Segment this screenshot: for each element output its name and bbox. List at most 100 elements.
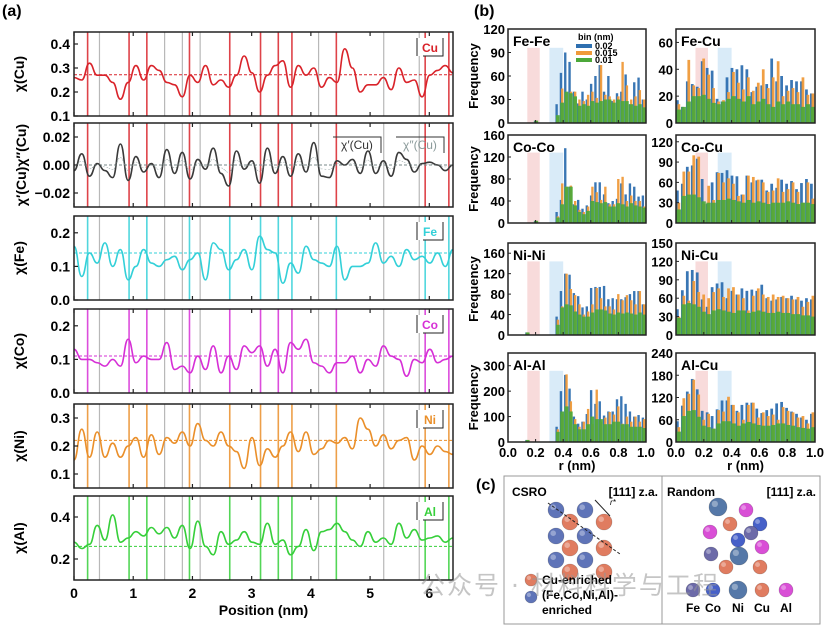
bar-0.01 [568, 186, 573, 223]
x-tick-label: 0.2 [527, 445, 545, 460]
bar-0.015 [599, 65, 603, 123]
bar-0.01 [594, 419, 599, 442]
y-tick-label: 0.2 [51, 438, 71, 454]
bar-0.01 [810, 316, 815, 335]
plot-frame [675, 242, 816, 336]
bar-0.01 [810, 106, 815, 123]
x-tick-label: 5 [366, 585, 374, 601]
legend-bg [417, 222, 443, 240]
bar-0.01 [785, 101, 791, 123]
y-tick-label: 0.1 [51, 108, 71, 124]
bar-0.01 [775, 202, 781, 223]
bar-0.01 [564, 304, 569, 335]
bar-0.01 [534, 120, 539, 123]
bar-0.01 [810, 204, 815, 223]
bar-0.01 [731, 96, 736, 123]
data-curve [73, 514, 454, 556]
bar-0.01 [726, 198, 731, 223]
subplot-co: 0.0 0.1 0.2 χ(Co) Co [11, 308, 454, 401]
y-tick-label: 160 [483, 246, 505, 261]
bar-0.01 [577, 212, 582, 223]
bar-0.01 [555, 324, 560, 335]
bar-0.02 [805, 179, 808, 223]
y-tick-label: 120 [651, 135, 673, 150]
bar-0.02 [735, 69, 739, 123]
bar-0.01 [770, 312, 776, 335]
x-tick-label: 6 [425, 585, 433, 601]
plot-frame [675, 134, 816, 224]
bar-0.01 [701, 425, 706, 442]
bar-0.02 [633, 291, 636, 335]
bar-0.01 [775, 423, 781, 442]
panel-a: 0.10.20.30.4χ(Cu)Cu−0.020.000.02χ′(Cu)χ″… [11, 31, 454, 618]
panel-label-b: (b) [474, 3, 494, 20]
atom-highlight [550, 530, 556, 536]
bar-0.01 [785, 312, 791, 335]
atom-highlight [757, 542, 762, 547]
bar-0.01 [573, 96, 577, 123]
bar-0.01 [780, 202, 786, 223]
bar-0.01 [716, 309, 721, 335]
atom-body [752, 559, 768, 575]
bar-0.01 [721, 101, 726, 123]
x-tick-label: 0.0 [667, 445, 685, 460]
csro-title: CSRO [512, 485, 547, 499]
bar-0.01 [620, 313, 625, 335]
bar-0.01 [805, 104, 811, 123]
bar-0.02 [559, 72, 563, 123]
bar-0.01 [800, 106, 806, 123]
bar-0.01 [741, 202, 746, 223]
bar-0.01 [555, 431, 560, 442]
bar-0.01 [607, 424, 612, 442]
bar-0.01 [696, 416, 701, 442]
bar-0.01 [800, 427, 806, 442]
bar-0.01 [586, 210, 590, 223]
bar-0.01 [586, 316, 590, 335]
legend-entry: Fe [423, 225, 437, 239]
legend-entry: Co [422, 318, 438, 332]
bar-0.01 [681, 416, 686, 442]
atom-body [729, 546, 749, 566]
y-tick-label: 0.2 [51, 225, 71, 241]
atom [561, 513, 579, 531]
bar-0.01 [750, 311, 756, 335]
bar-0.01 [676, 109, 681, 123]
x-axis-label: r (nm) [559, 458, 596, 473]
bar-0.02 [780, 76, 783, 123]
x-tick-label: 0.0 [499, 445, 517, 460]
atom-body [743, 525, 759, 541]
bar-0.015 [692, 155, 696, 223]
y-tick-label: 150 [651, 236, 673, 251]
bar-0.01 [770, 202, 776, 223]
bar-0.01 [607, 313, 612, 335]
plot-frame [675, 28, 816, 124]
bar-0.02 [564, 273, 567, 335]
bar-0.01 [564, 186, 569, 223]
bar-0.01 [581, 429, 586, 442]
y-tick-label: −0.02 [35, 185, 71, 201]
bar-0.01 [633, 105, 638, 123]
bar-0.015 [687, 59, 691, 123]
bar-0.02 [750, 402, 754, 442]
data-curve [73, 235, 454, 285]
bar-0.01 [745, 96, 751, 123]
x-axis-label: r (nm) [727, 458, 764, 473]
atom [703, 546, 719, 562]
bar-0.02 [775, 403, 779, 442]
y-tick-label: 0.0 [51, 292, 71, 308]
bar-0.01 [716, 423, 721, 442]
bar-0.01 [686, 194, 691, 223]
bar-0.01 [568, 305, 573, 335]
bar-0.01 [624, 101, 629, 123]
atom-highlight [598, 516, 604, 522]
y-tick-label: 120 [651, 254, 673, 269]
bar-0.02 [594, 76, 597, 123]
y-tick-label: 80 [491, 172, 505, 187]
bar-0.01 [716, 104, 721, 123]
plot-frame [507, 352, 647, 443]
bar-0.01 [586, 105, 590, 123]
bar-0.015 [776, 61, 780, 123]
bar-0.01 [775, 101, 781, 123]
y-axis-label: χ(Ni) [11, 430, 27, 461]
